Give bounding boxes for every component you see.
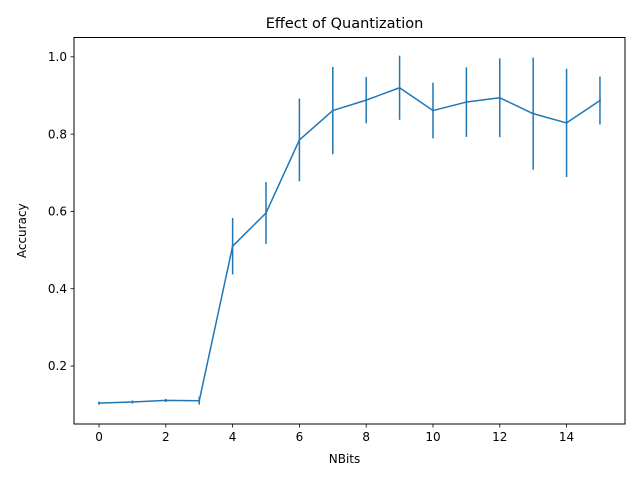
y-tick-label: 0.6: [48, 205, 67, 219]
data-point: [431, 109, 434, 112]
data-point: [465, 101, 468, 104]
data-point: [131, 400, 134, 403]
data-point: [98, 402, 101, 405]
plot-area-frame: [73, 37, 626, 425]
x-tick-label: 2: [162, 430, 170, 444]
y-axis-label: Accuracy: [15, 203, 29, 258]
x-tick-label: 0: [95, 430, 103, 444]
data-point: [198, 399, 201, 402]
data-point: [532, 112, 535, 115]
x-tick-label: 8: [362, 430, 370, 444]
x-tick-label: 6: [296, 430, 304, 444]
x-axis-label: NBits: [329, 452, 361, 466]
data-point: [265, 211, 268, 214]
data-point: [398, 86, 401, 89]
chart-title: Effect of Quantization: [266, 16, 424, 32]
data-point: [231, 245, 234, 248]
x-tick-label: 12: [492, 430, 507, 444]
x-tick-label: 14: [559, 430, 574, 444]
data-point: [331, 109, 334, 112]
x-tick-label: 10: [425, 430, 440, 444]
y-tick-label: 0.2: [48, 359, 67, 373]
y-tick-label: 0.8: [48, 127, 67, 141]
data-point: [365, 99, 368, 102]
y-tick-label: 0.4: [48, 282, 67, 296]
data-point: [164, 399, 167, 402]
data-point: [598, 99, 601, 102]
data-point: [298, 138, 301, 141]
accuracy-line: [98, 87, 601, 404]
plot-marks: [98, 55, 601, 405]
data-point: [498, 96, 501, 99]
axis-ticks: 0 2 4 6 8 10 12 14 0.2 0.4 0.6 0.8 1.0: [48, 50, 574, 444]
data-point: [565, 121, 568, 124]
y-tick-label: 1.0: [48, 50, 67, 64]
x-tick-label: 4: [229, 430, 237, 444]
